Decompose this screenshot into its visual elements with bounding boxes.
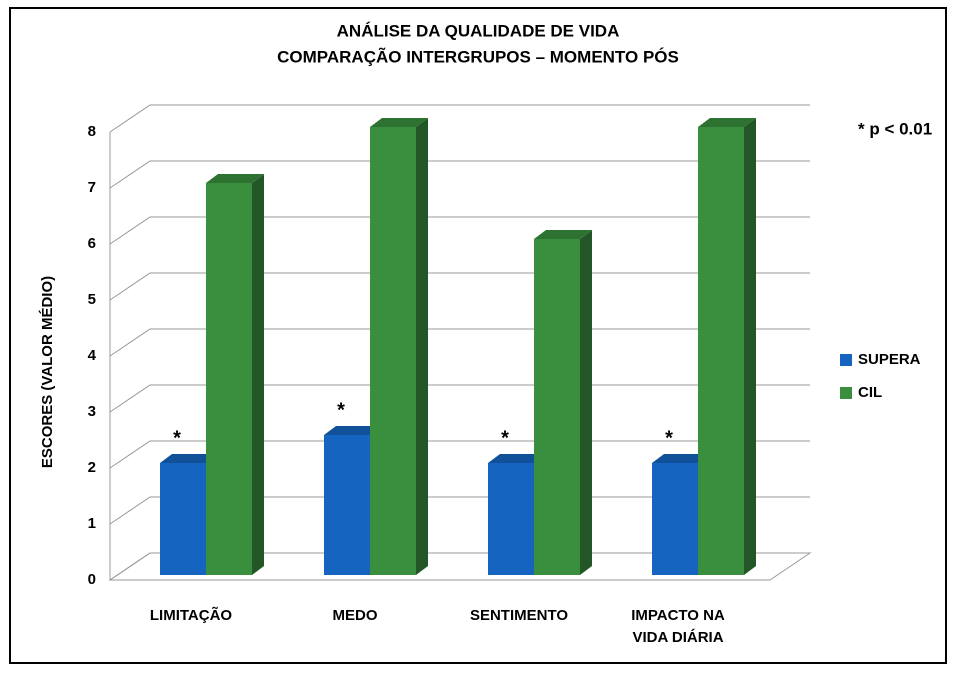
y-tick-label: 6 (88, 235, 96, 252)
legend-swatch (840, 387, 852, 399)
grid-line (109, 104, 810, 133)
significance-marker: * (665, 427, 673, 449)
bar-face (252, 174, 264, 575)
y-tick-label: 5 (88, 291, 96, 308)
bar-face (488, 463, 534, 575)
bar-face (416, 118, 428, 575)
y-tick-label: 3 (88, 403, 96, 420)
x-tick-label: LIMITAÇÃO (149, 607, 233, 624)
y-tick-label: 4 (88, 347, 97, 364)
bar-face (534, 239, 580, 575)
frame (9, 7, 947, 664)
bar (370, 118, 428, 575)
bar (698, 118, 756, 575)
bar-face (652, 454, 710, 463)
bar-face (744, 118, 756, 575)
y-tick-label: 1 (88, 515, 96, 532)
y-tick-label: 0 (88, 571, 96, 588)
legend-swatch (840, 354, 852, 366)
x-tick-label: MEDO (332, 607, 378, 624)
bar-face (534, 230, 592, 239)
significance-marker: * (173, 427, 181, 449)
bar-face (488, 454, 546, 463)
bar-face (324, 426, 382, 435)
bar-face (324, 435, 370, 575)
bar-face (206, 183, 252, 575)
x-tick-label: SENTIMENTO (469, 607, 569, 624)
legend-label: CIL (858, 384, 882, 401)
x-tick-label: IMPACTO NA VIDA DIÁRIA (631, 607, 725, 646)
annotation: * p < 0.01 (858, 119, 932, 138)
bar-face (160, 454, 218, 463)
y-tick-label: 7 (88, 179, 96, 196)
bar-face (580, 230, 592, 575)
bar-face (698, 118, 756, 127)
significance-marker: * (501, 427, 509, 449)
bar-face (370, 118, 428, 127)
bar-face (370, 127, 416, 575)
y-tick-label: 8 (88, 123, 96, 140)
bar (206, 174, 264, 575)
grid-line (109, 216, 810, 245)
bar-face (160, 463, 206, 575)
y-tick-label: 2 (88, 459, 96, 476)
legend-label: SUPERA (858, 351, 921, 368)
bar (534, 230, 592, 575)
bar-face (652, 463, 698, 575)
y-axis-label: ESCORES (VALOR MÉDIO) (39, 276, 56, 468)
bar-face (698, 127, 744, 575)
chart-subtitle: COMPARAÇÃO INTERGRUPOS – MOMENTO PÓS (277, 46, 679, 66)
bar-face (206, 174, 264, 183)
grid-line (109, 160, 810, 189)
significance-marker: * (337, 399, 345, 421)
chart-title: ANÁLISE DA QUALIDADE DE VIDA (337, 21, 620, 40)
